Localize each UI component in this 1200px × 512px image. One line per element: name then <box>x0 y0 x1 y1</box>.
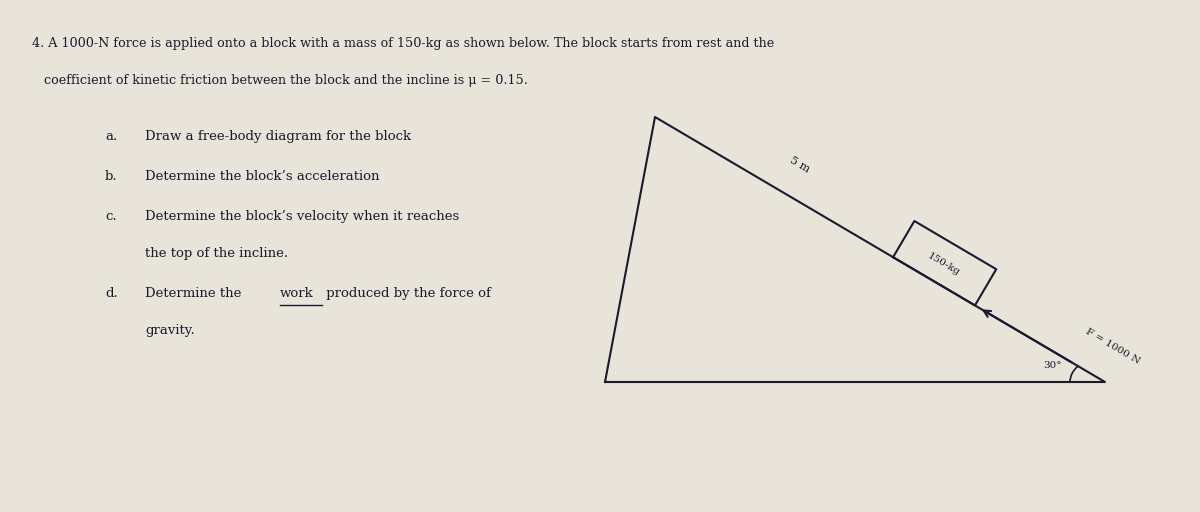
Text: 30°: 30° <box>1044 361 1062 370</box>
Text: Determine the block’s acceleration: Determine the block’s acceleration <box>145 170 379 183</box>
Text: work: work <box>280 287 313 300</box>
Text: 5 m: 5 m <box>788 155 812 174</box>
Text: 150-kg: 150-kg <box>926 251 962 277</box>
Text: Determine the block’s velocity when it reaches: Determine the block’s velocity when it r… <box>145 210 460 223</box>
Text: produced by the force of: produced by the force of <box>322 287 491 300</box>
Text: b.: b. <box>106 170 118 183</box>
Text: coefficient of kinetic friction between the block and the incline is μ = 0.15.: coefficient of kinetic friction between … <box>32 74 528 87</box>
Text: d.: d. <box>106 287 118 300</box>
Text: 4. A 1000-N force is applied onto a block with a mass of 150-kg as shown below. : 4. A 1000-N force is applied onto a bloc… <box>32 37 774 50</box>
Text: F = 1000 N: F = 1000 N <box>1084 327 1141 366</box>
Text: Determine the: Determine the <box>145 287 246 300</box>
Text: the top of the incline.: the top of the incline. <box>145 247 288 260</box>
Text: Draw a free-body diagram for the block: Draw a free-body diagram for the block <box>145 130 412 143</box>
Text: c.: c. <box>106 210 116 223</box>
Text: a.: a. <box>106 130 118 143</box>
Text: gravity.: gravity. <box>145 324 194 337</box>
